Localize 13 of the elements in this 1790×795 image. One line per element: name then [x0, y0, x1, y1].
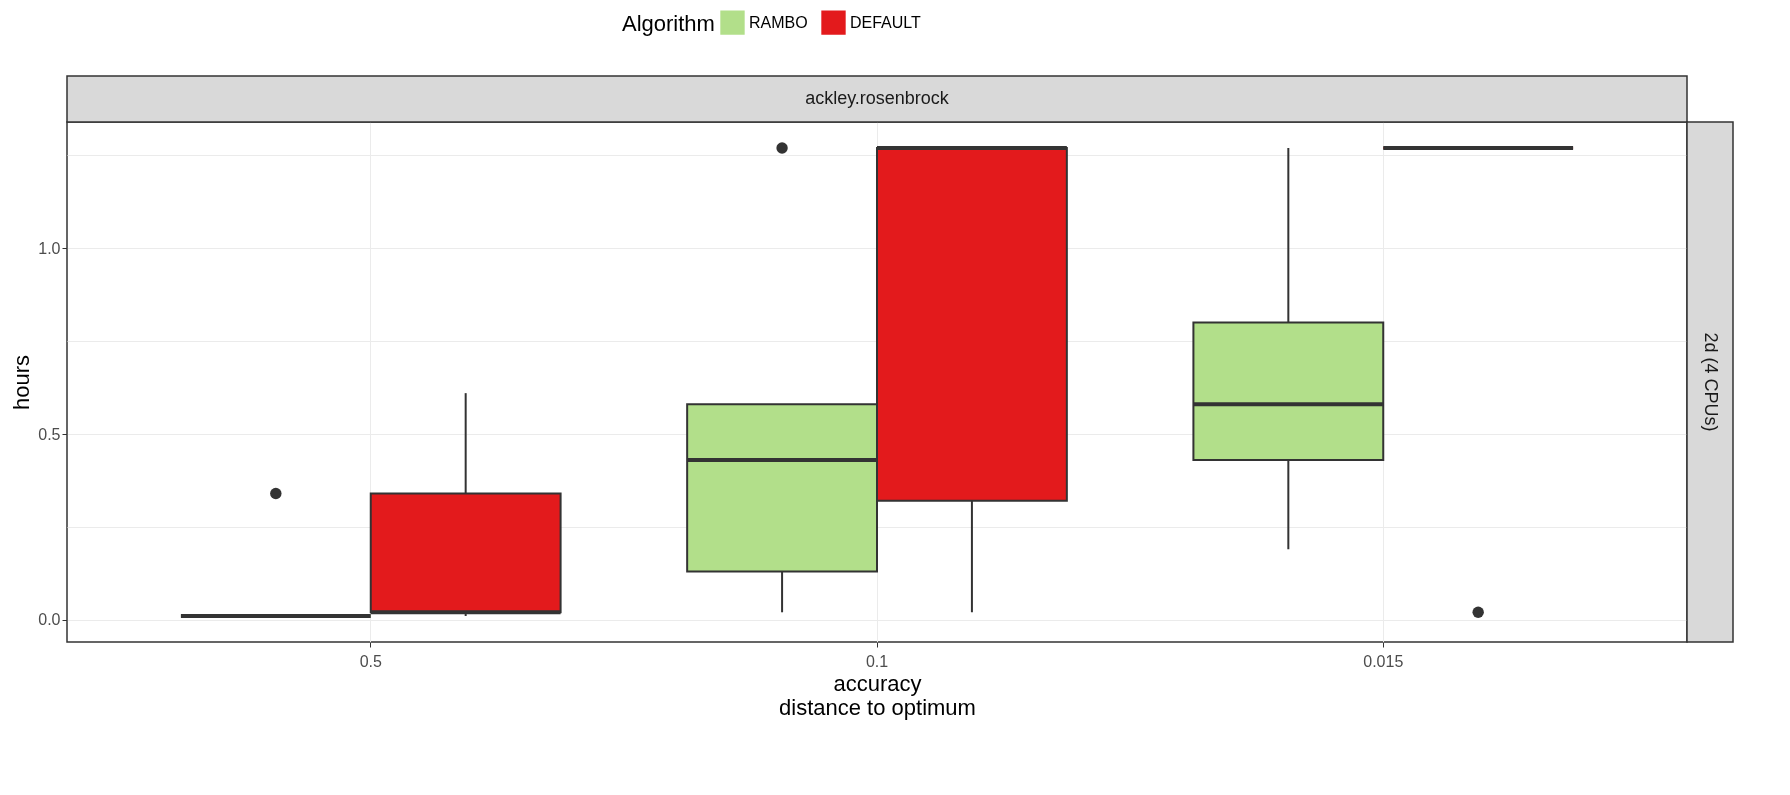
text: 2d (4 CPUs)	[1701, 332, 1721, 432]
y-axis-title: hours	[9, 354, 35, 411]
x-tick-label: 0.015	[1363, 652, 1404, 670]
y-tick-label: 0.5	[38, 425, 61, 443]
x-axis-title: accuracy distance to optimum	[779, 670, 976, 720]
x-tick-label: 0.5	[359, 652, 382, 670]
text: ackley.rosenbrock	[805, 88, 950, 108]
x-tick-label: 0.1	[865, 652, 889, 670]
y-tick-label: 0.0	[38, 611, 61, 629]
legend-label: RAMBO	[749, 13, 808, 31]
legend-title: Algorithm	[622, 11, 715, 36]
y-tick-label: 1.0	[38, 239, 61, 257]
legend-label: DEFAULT	[850, 13, 922, 31]
